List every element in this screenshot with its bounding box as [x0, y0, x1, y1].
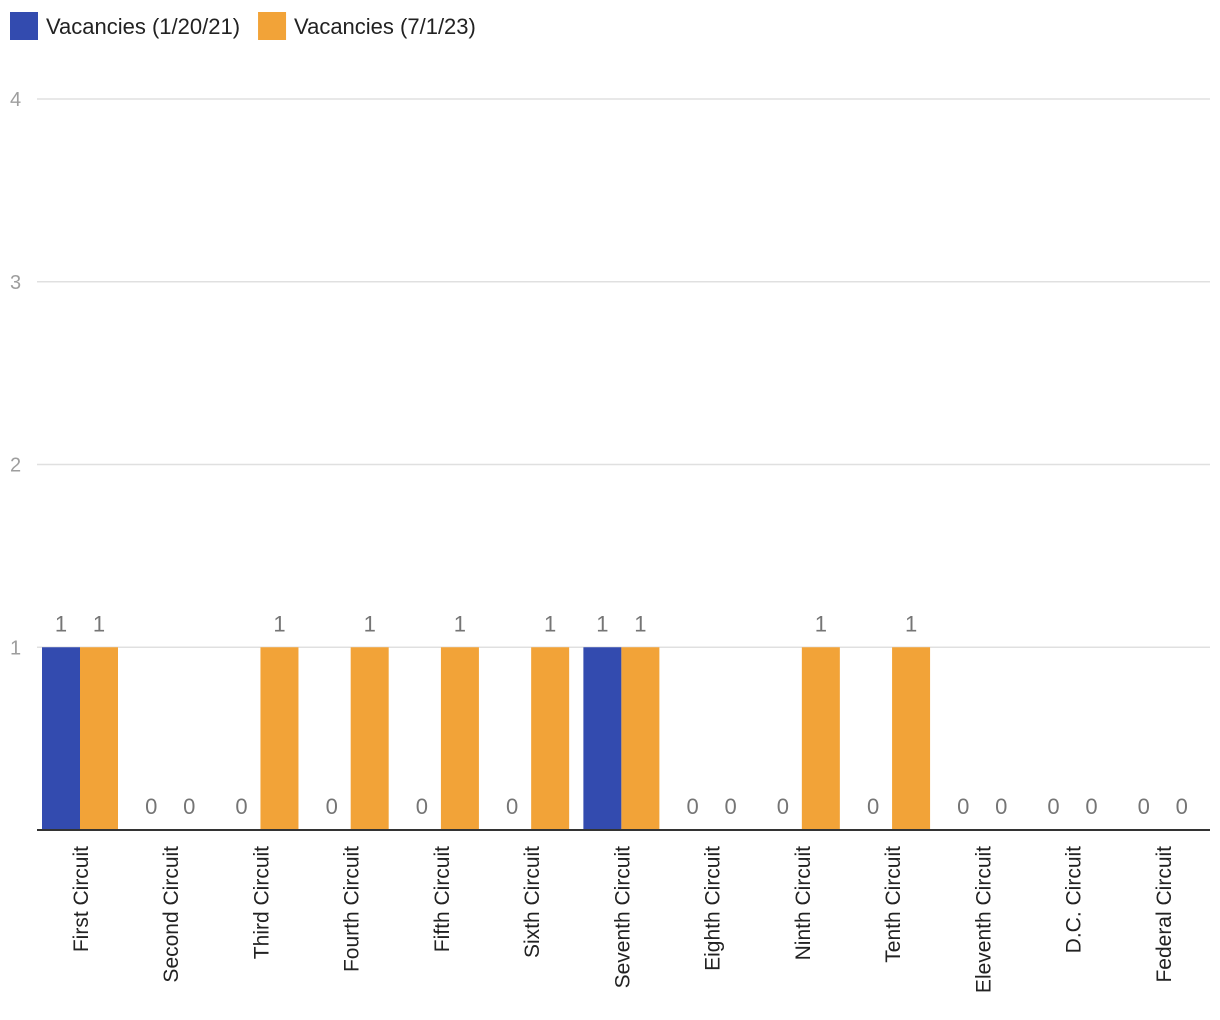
data-label-1-3: 1	[364, 611, 376, 636]
data-label-0-8: 0	[777, 794, 789, 819]
data-label-1-7: 0	[724, 794, 736, 819]
data-label-0-7: 0	[686, 794, 698, 819]
data-label-1-10: 0	[995, 794, 1007, 819]
category-label-9: Tenth Circuit	[882, 846, 905, 963]
grid: 1 2 3 4	[10, 89, 1210, 659]
category-label-8: Ninth Circuit	[792, 846, 815, 961]
data-label-1-8: 1	[815, 611, 827, 636]
category-label-2: Third Circuit	[250, 846, 273, 959]
data-label-0-12: 0	[1138, 794, 1150, 819]
category-label-12: Federal Circuit	[1153, 846, 1176, 983]
legend-label-1: Vacancies (7/1/23)	[294, 14, 476, 39]
category-label-11: D.C. Circuit	[1063, 846, 1086, 954]
data-label-0-11: 0	[1047, 794, 1059, 819]
category-label-4: Fifth Circuit	[431, 846, 454, 952]
y-tick-label-1: 1	[10, 637, 21, 659]
data-label-0-10: 0	[957, 794, 969, 819]
bar-1-9	[892, 647, 931, 830]
bar-1-3	[350, 647, 389, 830]
data-label-0-0: 1	[55, 611, 67, 636]
data-labels: 1 1 0 0 0 1 0 1 0 1 0 1 1 1 0 0 0 1 0 1 0 0 0 0 0 0	[55, 611, 1188, 819]
bar-1-2	[260, 647, 299, 830]
legend-swatch-1	[258, 12, 287, 40]
category-label-3: Fourth Circuit	[341, 846, 364, 972]
data-label-1-5: 1	[544, 611, 556, 636]
y-tick-label-4: 4	[10, 89, 21, 111]
y-tick-label-3: 3	[10, 272, 21, 294]
data-label-1-6: 1	[634, 611, 646, 636]
bar-1-8	[801, 647, 840, 830]
data-label-1-12: 0	[1176, 794, 1188, 819]
data-label-0-1: 0	[145, 794, 157, 819]
data-label-0-6: 1	[596, 611, 608, 636]
bar-1-6	[621, 647, 660, 830]
data-label-1-11: 0	[1085, 794, 1097, 819]
data-label-0-2: 0	[235, 794, 247, 819]
category-label-6: Seventh Circuit	[611, 846, 634, 989]
legend: Vacancies (1/20/21) Vacancies (7/1/23)	[10, 12, 476, 40]
bar-0-0	[42, 647, 80, 830]
bar-0-6	[583, 647, 622, 830]
data-label-1-2: 1	[273, 611, 285, 636]
data-label-1-0: 1	[93, 611, 105, 636]
category-label-5: Sixth Circuit	[521, 846, 544, 958]
data-label-0-4: 0	[416, 794, 428, 819]
bar-1-4	[440, 647, 479, 830]
category-label-0: First Circuit	[70, 846, 93, 952]
bars	[42, 647, 931, 830]
category-label-10: Eleventh Circuit	[972, 846, 995, 993]
data-label-1-1: 0	[183, 794, 195, 819]
category-labels: First Circuit Second Circuit Third Circuit…	[70, 846, 1176, 993]
category-label-7: Eighth Circuit	[702, 846, 725, 971]
bar-1-0	[80, 647, 118, 830]
legend-swatch-0	[10, 12, 38, 40]
bar-1-5	[531, 647, 570, 830]
y-tick-label-2: 2	[10, 455, 21, 477]
data-label-1-9: 1	[905, 611, 917, 636]
data-label-0-5: 0	[506, 794, 518, 819]
category-label-1: Second Circuit	[160, 846, 183, 983]
data-label-1-4: 1	[454, 611, 466, 636]
legend-label-0: Vacancies (1/20/21)	[46, 14, 240, 39]
data-label-0-9: 0	[867, 794, 879, 819]
data-label-0-3: 0	[326, 794, 338, 819]
